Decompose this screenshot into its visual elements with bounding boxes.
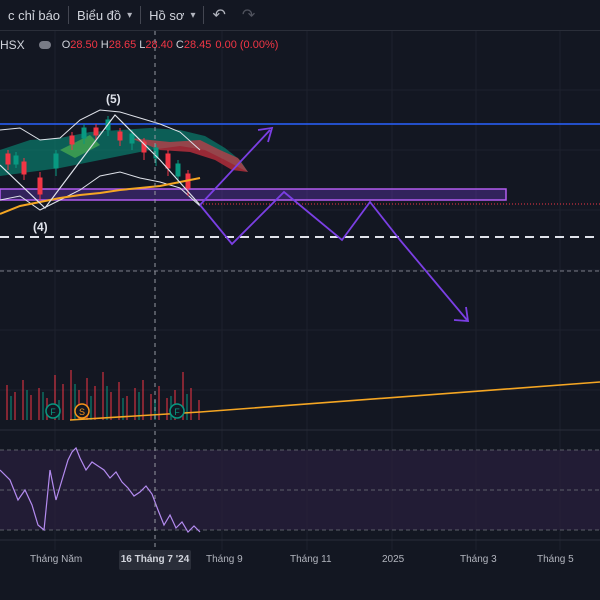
chevron-down-icon: ▾: [190, 9, 196, 21]
rsi-band: [0, 450, 600, 530]
event-badge-f[interactable]: F: [45, 403, 61, 419]
crosshair-time-label: 16 Tháng 7 '24: [119, 550, 191, 570]
time-axis-label: Tháng Năm: [30, 554, 83, 565]
high-value: 28.65: [108, 39, 137, 51]
close-label: C: [175, 39, 184, 51]
badge-label: F: [50, 407, 56, 417]
toolbar-separator: [140, 6, 142, 24]
volume-average-line: [69, 381, 600, 421]
arrow-head-icon: [257, 126, 274, 143]
event-badge-s[interactable]: S: [74, 403, 90, 419]
wave-label-4[interactable]: (4): [33, 220, 48, 234]
time-axis-label: Tháng 3: [460, 554, 497, 565]
crosshair-time-text: 16 Tháng 7 '24: [120, 554, 190, 565]
open-value: 28.50: [70, 39, 98, 51]
change-value: 0.00 (0.00%): [215, 39, 279, 51]
bollinger-upper: [0, 109, 201, 151]
ichimoku-cloud-light: [60, 135, 100, 158]
chart-canvas[interactable]: (5) (4) F S F: [0, 31, 600, 550]
profile-button[interactable]: Hồ sơ ▾: [141, 0, 203, 31]
elliott-wave-line: [0, 114, 201, 209]
toolbar-separator: [68, 6, 70, 24]
ohlc-legend: HSX O 28.50 H 28.65 L 28.40 C 28.45 0.00 (0.…: [0, 36, 278, 54]
indicators-button[interactable]: c chỉ báo: [0, 0, 68, 31]
high-label: H: [100, 39, 109, 51]
toolbar-separator: [203, 6, 205, 24]
chevron-down-icon: ▾: [127, 9, 133, 21]
time-axis-label: Tháng 9: [206, 554, 243, 565]
undo-icon: ↶: [212, 7, 226, 24]
top-toolbar: c chỉ báo Biểu đồ ▾ Hồ sơ ▾ ↶ ↷: [0, 0, 600, 31]
profile-label: Hồ sơ: [149, 7, 185, 23]
volume-bars: [6, 370, 200, 420]
badge-label: F: [174, 407, 180, 417]
rsi-line: [0, 446, 201, 533]
undo-button[interactable]: ↶: [204, 0, 233, 31]
event-badge-f[interactable]: F: [169, 403, 185, 419]
redo-button[interactable]: ↷: [234, 0, 263, 31]
close-value: 28.45: [183, 39, 212, 51]
open-label: O: [61, 39, 71, 51]
eye-icon[interactable]: [38, 41, 51, 49]
bearish-projection[interactable]: [199, 190, 468, 321]
indicators-label: c chỉ báo: [8, 7, 61, 23]
symbol-label[interactable]: HSX: [0, 38, 25, 52]
wave-label-5[interactable]: (5): [106, 92, 121, 106]
low-label: L: [139, 39, 146, 51]
redo-icon: ↷: [241, 7, 256, 24]
chart-type-label: Biểu đồ: [77, 7, 122, 23]
supply-zone-box[interactable]: [0, 188, 507, 201]
arrow-head-icon: [453, 306, 470, 322]
candles: [5, 116, 191, 200]
time-axis-label: Tháng 11: [290, 554, 332, 565]
ema-line: [0, 177, 201, 215]
time-axis-label: Tháng 5: [537, 554, 574, 565]
ichimoku-cloud-red: [130, 138, 248, 172]
chart-type-button[interactable]: Biểu đồ ▾: [69, 0, 140, 31]
ichimoku-cloud: [0, 128, 248, 176]
low-value: 28.40: [145, 39, 173, 51]
time-axis-label: 2025: [382, 554, 405, 565]
bullish-projection[interactable]: [199, 129, 271, 206]
badge-label: S: [79, 407, 85, 417]
